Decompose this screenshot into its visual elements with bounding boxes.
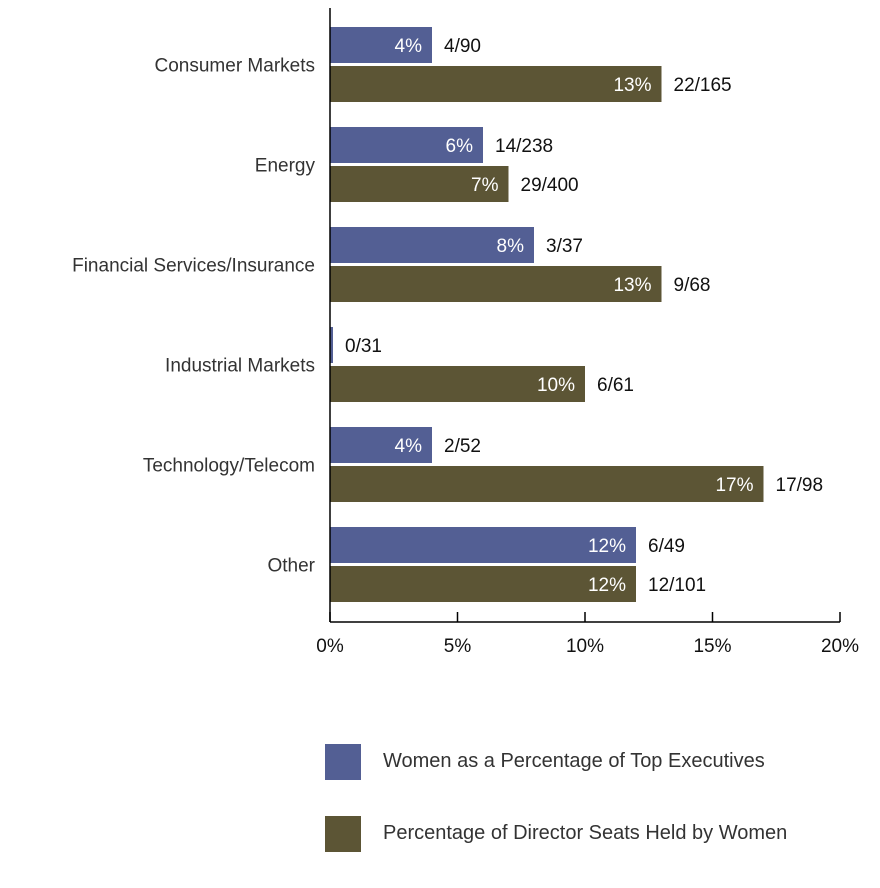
bar <box>330 466 764 502</box>
category-label: Other <box>267 556 315 577</box>
category-label: Energy <box>255 156 316 177</box>
bar-count-label: 29/400 <box>521 175 579 196</box>
bar <box>330 266 662 302</box>
bar <box>330 127 483 163</box>
x-tick-label: 15% <box>693 636 731 657</box>
category-label: Consumer Markets <box>155 56 316 77</box>
bar-value-label: 4% <box>395 36 423 57</box>
legend-label-executives: Women as a Percentage of Top Executives <box>383 750 765 772</box>
bar-count-label: 6/61 <box>597 375 634 396</box>
bar <box>330 327 333 363</box>
bar-value-label: 8% <box>497 236 525 257</box>
category-label: Technology/Telecom <box>143 456 315 477</box>
bar <box>330 527 636 563</box>
x-tick-label: 20% <box>821 636 859 657</box>
legend-swatch-directors <box>325 816 361 852</box>
category-label: Financial Services/Insurance <box>72 256 315 277</box>
bar-value-label: 12% <box>588 575 626 596</box>
bar-count-label: 3/37 <box>546 236 583 257</box>
bar-value-label: 7% <box>471 175 499 196</box>
bar <box>330 566 636 602</box>
bar <box>330 166 509 202</box>
bar-count-label: 17/98 <box>776 475 824 496</box>
legend-label-directors: Percentage of Director Seats Held by Wom… <box>383 822 788 844</box>
bar-value-label: 6% <box>446 136 474 157</box>
bar <box>330 427 432 463</box>
bar-count-label: 9/68 <box>674 275 711 296</box>
bar <box>330 227 534 263</box>
x-tick-label: 0% <box>316 636 344 657</box>
bar-value-label: 13% <box>613 275 651 296</box>
legend: Women as a Percentage of Top Executives … <box>325 744 875 888</box>
chart-canvas: Consumer Markets 4% 4/90 13% 22/165 Energy 6% 1… <box>72 8 859 657</box>
x-tick-label: 5% <box>444 636 472 657</box>
bar-count-label: 4/90 <box>444 36 481 57</box>
bar-count-label: 6/49 <box>648 536 685 557</box>
bar-value-label: 10% <box>537 375 575 396</box>
bar-value-label: 4% <box>395 436 423 457</box>
bar-count-label: 14/238 <box>495 136 553 157</box>
bar <box>330 66 662 102</box>
x-tick-label: 10% <box>566 636 604 657</box>
legend-swatch-executives <box>325 744 361 780</box>
bar <box>330 366 585 402</box>
legend-item-directors: Percentage of Director Seats Held by Wom… <box>325 816 875 856</box>
bar <box>330 27 432 63</box>
bar-chart: Consumer Markets 4% 4/90 13% 22/165 Energy 6% 1… <box>72 8 859 657</box>
legend-item-executives: Women as a Percentage of Top Executives <box>325 744 875 784</box>
bar-count-label: 2/52 <box>444 436 481 457</box>
category-label: Industrial Markets <box>165 356 315 377</box>
bar-value-label: 17% <box>715 475 753 496</box>
bar-count-label: 0/31 <box>345 336 382 357</box>
bar-value-label: 13% <box>613 75 651 96</box>
bar-value-label: 12% <box>588 536 626 557</box>
bar-count-label: 22/165 <box>674 75 732 96</box>
bar-count-label: 12/101 <box>648 575 706 596</box>
